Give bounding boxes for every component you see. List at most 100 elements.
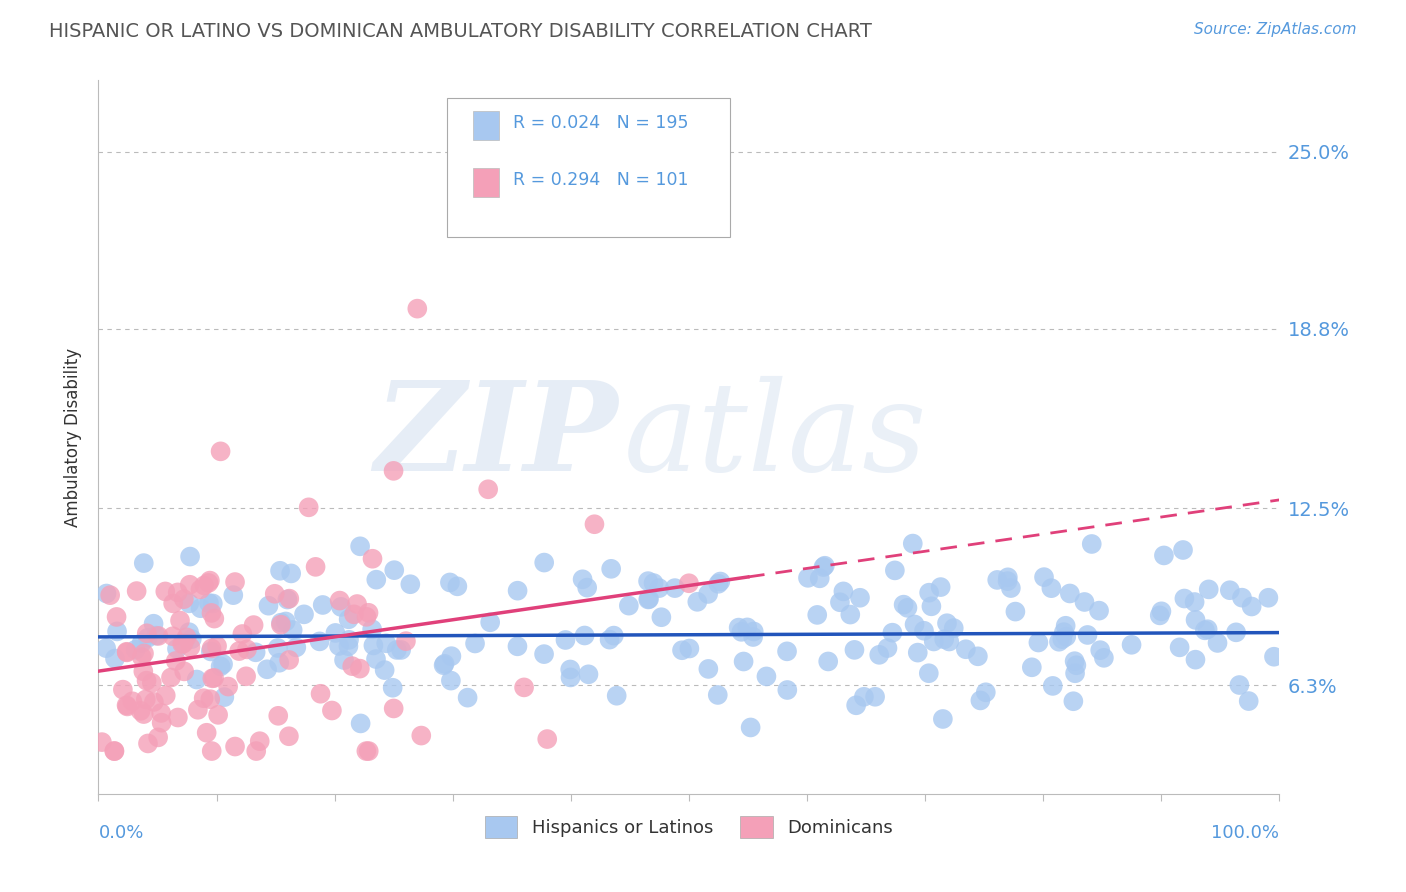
Point — [637, 574, 659, 588]
Point — [228, 644, 250, 658]
Point — [142, 616, 165, 631]
Point — [274, 615, 297, 629]
Point — [337, 612, 360, 626]
Point — [578, 667, 600, 681]
Point — [922, 634, 945, 648]
Point — [115, 698, 138, 713]
Point — [136, 736, 159, 750]
Point — [882, 625, 904, 640]
Point — [190, 582, 212, 597]
Point — [224, 575, 246, 590]
Point — [135, 692, 157, 706]
Point — [671, 643, 693, 657]
Point — [1063, 654, 1085, 668]
Point — [571, 572, 593, 586]
Point — [828, 595, 851, 609]
Point — [1184, 653, 1206, 667]
Point — [1053, 625, 1076, 640]
Point — [361, 551, 384, 566]
Point — [648, 581, 671, 595]
Point — [190, 601, 212, 615]
Point — [440, 673, 463, 688]
Point — [1150, 604, 1173, 618]
Point — [129, 704, 152, 718]
Point — [814, 558, 837, 573]
Point — [374, 663, 396, 677]
Point — [912, 624, 935, 638]
Point — [145, 629, 167, 643]
Point — [742, 630, 765, 644]
Point — [197, 575, 219, 590]
Point — [333, 653, 356, 667]
Point — [433, 658, 456, 673]
Point — [808, 571, 831, 585]
Point — [929, 580, 952, 594]
Point — [312, 598, 335, 612]
Point — [366, 573, 388, 587]
Point — [776, 683, 799, 698]
Point — [707, 576, 730, 591]
Point — [200, 606, 222, 620]
Point — [343, 607, 366, 622]
Point — [482, 173, 505, 187]
Point — [135, 626, 157, 640]
Point — [202, 671, 225, 685]
Point — [263, 587, 285, 601]
Point — [328, 639, 350, 653]
Point — [115, 645, 138, 659]
Point — [1257, 591, 1279, 605]
Point — [269, 564, 291, 578]
Point — [173, 665, 195, 679]
Point — [650, 610, 672, 624]
Point — [214, 690, 236, 705]
Point — [105, 610, 128, 624]
Point — [600, 562, 623, 576]
Point — [150, 715, 173, 730]
Point — [1198, 582, 1220, 597]
Point — [180, 632, 202, 646]
Point — [1184, 595, 1206, 609]
Point — [1059, 586, 1081, 600]
Point — [395, 634, 418, 648]
Point — [583, 517, 606, 532]
Text: atlas: atlas — [624, 376, 928, 498]
Point — [96, 586, 118, 600]
Point — [1149, 608, 1171, 623]
Point — [1004, 605, 1026, 619]
Point — [637, 592, 659, 607]
Point — [1090, 643, 1112, 657]
Point — [533, 647, 555, 661]
Point — [576, 581, 599, 595]
Point — [173, 592, 195, 607]
Point — [193, 691, 215, 706]
Point — [132, 647, 155, 661]
Point — [457, 690, 479, 705]
Point — [146, 731, 169, 745]
Point — [278, 653, 301, 667]
Point — [997, 574, 1019, 588]
Point — [115, 645, 138, 659]
Point — [1066, 658, 1088, 673]
Point — [121, 694, 143, 708]
Point — [1092, 650, 1115, 665]
Point — [382, 701, 405, 715]
Point — [506, 583, 529, 598]
Point — [606, 689, 628, 703]
Point — [603, 629, 626, 643]
Point — [209, 444, 232, 458]
Point — [1168, 640, 1191, 655]
Point — [1194, 624, 1216, 638]
Point — [179, 640, 201, 655]
Point — [678, 641, 700, 656]
Point — [165, 654, 187, 668]
Point — [198, 596, 221, 610]
Point — [697, 587, 720, 601]
Point — [337, 632, 360, 647]
Point — [155, 584, 177, 599]
Point — [1153, 549, 1175, 563]
Text: ZIP: ZIP — [374, 376, 619, 498]
Point — [1171, 543, 1194, 558]
Point — [209, 659, 232, 673]
Point — [574, 628, 596, 642]
Point — [1040, 581, 1063, 595]
